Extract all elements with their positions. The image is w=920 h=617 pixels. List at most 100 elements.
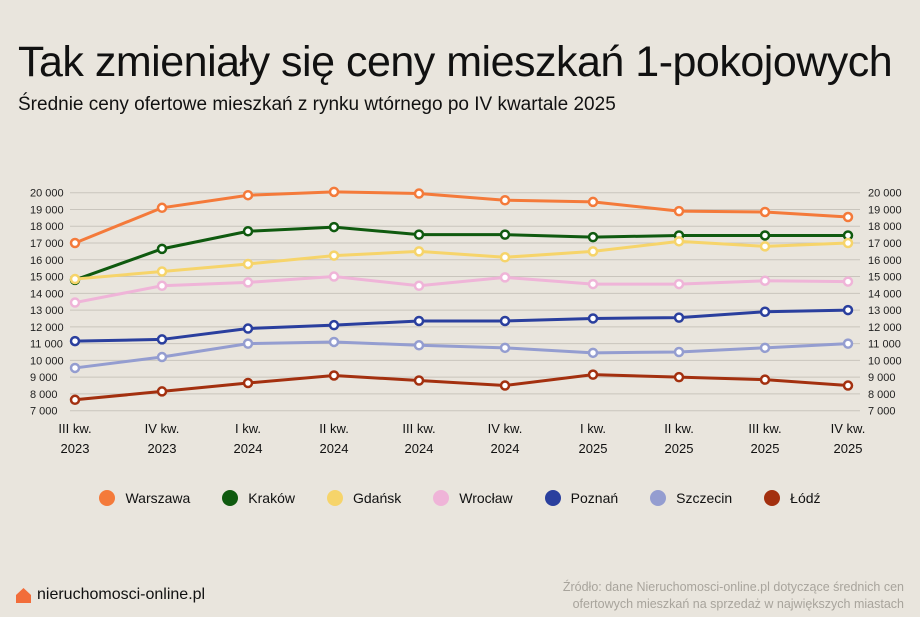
x-tick-label: IV kw. [145, 421, 180, 436]
y-tick-right: 17 000 [868, 238, 902, 250]
data-point [242, 277, 254, 288]
source-note: Źródło: dane Nieruchomosci-online.pl dot… [563, 579, 904, 613]
x-tick-label: I kw. [580, 421, 606, 436]
y-tick-right: 14 000 [868, 288, 902, 300]
legend-item: Wrocław [433, 490, 513, 506]
x-tick-label: IV kw. [488, 421, 523, 436]
y-tick-left: 18 000 [30, 221, 64, 233]
source-line-2: ofertowych mieszkań na sprzedaż w najwię… [572, 597, 904, 611]
data-point [759, 306, 771, 318]
x-tick-label: III kw. [748, 421, 781, 436]
y-tick-left: 10 000 [30, 355, 64, 367]
y-tick-right: 12 000 [868, 322, 902, 334]
data-point [328, 186, 340, 198]
data-point [413, 246, 425, 257]
y-tick-left: 11 000 [30, 339, 63, 351]
data-point [842, 211, 854, 223]
brand-logo: nieruchomosci-online.pl [16, 586, 205, 604]
data-point [842, 380, 854, 391]
legend-swatch [650, 490, 667, 506]
series-Wrocław [69, 271, 854, 308]
x-tick-label: III kw. [58, 421, 91, 436]
data-point [673, 346, 685, 358]
x-tick-label: II kw. [319, 421, 349, 436]
x-tick-label: IV kw. [831, 421, 866, 436]
legend-label: Poznań [570, 490, 619, 506]
data-point [499, 342, 511, 354]
legend-label: Gdańsk [352, 490, 402, 506]
y-tick-left: 17 000 [30, 238, 64, 250]
y-tick-left: 7 000 [30, 406, 58, 418]
data-point [499, 252, 511, 263]
x-tick-label: 2023 [61, 441, 90, 456]
legend-label: Warszawa [125, 490, 191, 506]
legend-item: Kraków [222, 490, 295, 506]
data-point [842, 304, 854, 316]
y-tick-right: 15 000 [868, 272, 902, 284]
brand-name: nieruchomosci-online.pl [37, 586, 206, 603]
legend-swatch [222, 490, 239, 506]
y-tick-left: 12 000 [30, 322, 64, 334]
data-point [759, 374, 771, 385]
y-tick-right: 16 000 [868, 255, 902, 267]
data-point [69, 335, 81, 347]
legend-swatch [544, 490, 561, 506]
legend-swatch [326, 490, 343, 506]
data-point [587, 246, 599, 257]
data-point [413, 315, 425, 327]
y-tick-left: 9 000 [30, 372, 58, 384]
x-tick-label: III kw. [402, 421, 435, 436]
y-tick-right: 7 000 [868, 406, 896, 418]
data-point [69, 394, 81, 406]
series-Warszawa [69, 186, 854, 249]
data-point [587, 313, 599, 324]
chart-subtitle: Średnie ceny ofertowe mieszkań z rynku w… [18, 94, 616, 115]
legend-label: Wrocław [459, 490, 513, 506]
series-line [74, 225, 848, 282]
line-chart: 7 000 7 000 8 000 8 000 9 000 9 000 10 000 10 0… [30, 186, 902, 456]
y-tick-right: 13 000 [868, 305, 902, 317]
data-point [842, 338, 854, 349]
y-tick-left: 15 000 [30, 272, 64, 284]
data-point [242, 323, 254, 334]
data-point [842, 276, 854, 287]
y-tick-right: 8 000 [868, 389, 896, 401]
legend-swatch [99, 490, 116, 506]
x-tick-label: I kw. [235, 421, 261, 436]
series-Gdańsk [69, 236, 854, 285]
data-point [156, 266, 168, 277]
data-point [242, 189, 254, 201]
x-tick-label: 2025 [751, 441, 780, 456]
series-Szczecin [69, 336, 854, 374]
data-point [413, 280, 425, 292]
y-tick-right: 10 000 [868, 355, 902, 367]
legend-item: Łódź [764, 490, 821, 506]
house-icon [16, 587, 31, 603]
data-point [759, 241, 771, 252]
data-point [673, 371, 685, 383]
data-point [842, 237, 854, 249]
data-point [156, 386, 168, 397]
legend-label: Kraków [248, 490, 295, 506]
data-point [587, 369, 599, 380]
y-tick-left: 13 000 [30, 305, 64, 317]
y-tick-right: 9 000 [868, 372, 896, 384]
data-point [156, 243, 168, 255]
data-point [587, 196, 599, 208]
x-tick-label: 2024 [405, 441, 434, 456]
data-point [499, 194, 511, 206]
y-tick-right: 20 000 [868, 188, 902, 200]
series-line [74, 275, 849, 305]
data-point [587, 278, 599, 290]
data-point [69, 297, 81, 308]
legend: Warszawa Kraków Gdańsk Wrocław Poznań Szczeci… [0, 490, 920, 506]
data-point [156, 351, 168, 363]
x-tick-label: 2025 [834, 441, 863, 456]
data-point [499, 272, 511, 283]
x-tick-label: 2025 [579, 441, 608, 456]
data-point [499, 380, 511, 391]
series-line [74, 239, 849, 281]
data-point [759, 275, 771, 286]
data-point [328, 250, 340, 261]
